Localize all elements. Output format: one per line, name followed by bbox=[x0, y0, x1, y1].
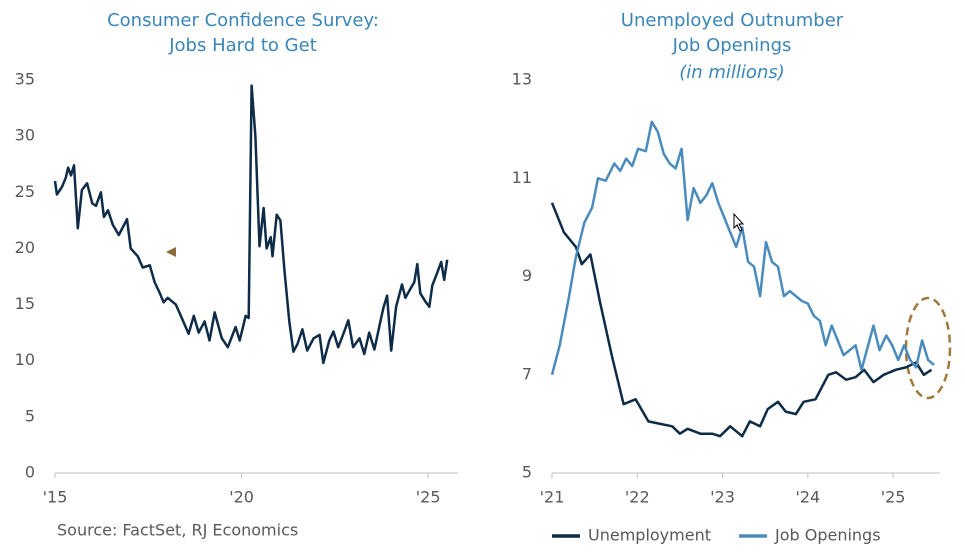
data-line bbox=[550, 202, 933, 438]
x-tick-label: '25 bbox=[416, 488, 441, 507]
y-tick-label: 10 bbox=[15, 350, 35, 369]
y-tick-label: 9 bbox=[522, 266, 532, 285]
x-tick-label: '15 bbox=[43, 488, 68, 507]
cursor-icon bbox=[733, 212, 745, 232]
highlight-ellipse bbox=[904, 296, 952, 400]
x-tick-label: '24 bbox=[795, 488, 820, 507]
y-tick-label: 15 bbox=[15, 294, 35, 313]
chart-title: Unemployed Outnumber bbox=[621, 10, 844, 31]
x-tick-label: '25 bbox=[881, 488, 906, 507]
y-tick-label: 35 bbox=[15, 70, 35, 89]
y-tick-label: 11 bbox=[512, 168, 532, 187]
x-tick-label: '22 bbox=[625, 488, 650, 507]
legend-label: Unemployment bbox=[588, 526, 711, 545]
y-tick-label: 0 bbox=[25, 463, 35, 482]
chart-subtitle: (in millions) bbox=[679, 62, 785, 83]
data-line bbox=[53, 84, 449, 365]
chart-title: Consumer Confidence Survey: bbox=[107, 10, 379, 31]
marker-arrow bbox=[166, 247, 176, 257]
source-note: Source: FactSet, RJ Economics bbox=[57, 521, 298, 540]
y-tick-label: 25 bbox=[15, 182, 35, 201]
x-tick-label: '21 bbox=[540, 488, 565, 507]
data-line bbox=[550, 120, 935, 376]
y-tick-label: 5 bbox=[522, 463, 532, 482]
y-tick-label: 13 bbox=[512, 70, 532, 89]
legend-label: Job Openings bbox=[774, 526, 881, 545]
chart-title: Jobs Hard to Get bbox=[168, 35, 317, 56]
x-tick-label: '23 bbox=[710, 488, 735, 507]
y-tick-label: 30 bbox=[15, 126, 35, 145]
y-tick-label: 20 bbox=[15, 238, 35, 257]
x-tick-label: '20 bbox=[229, 488, 254, 507]
y-tick-label: 5 bbox=[25, 406, 35, 425]
chart-title: Job Openings bbox=[672, 35, 792, 56]
y-tick-label: 7 bbox=[522, 364, 532, 383]
